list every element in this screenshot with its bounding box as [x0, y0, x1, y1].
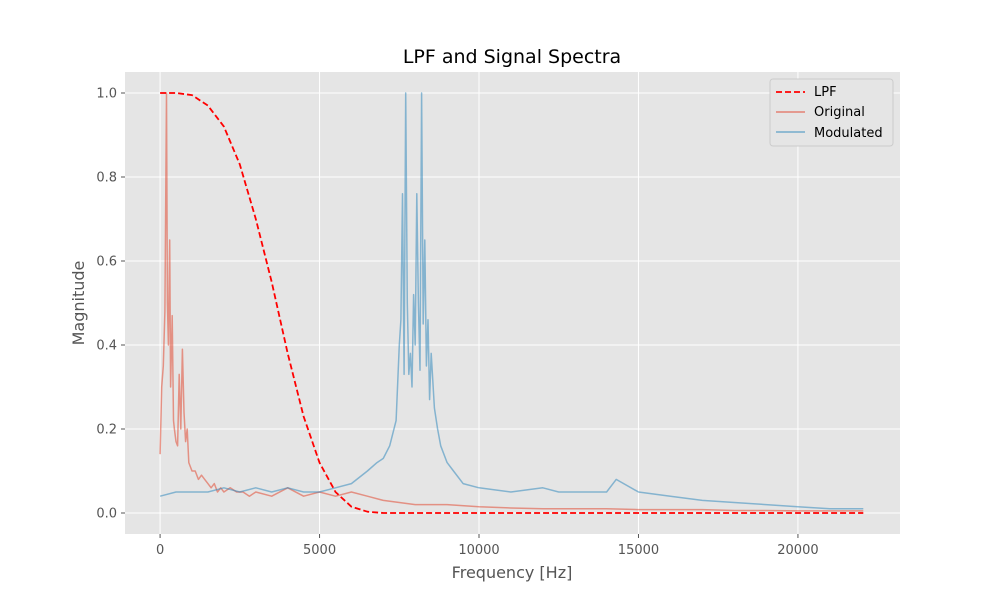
- y-tick-label: 0.8: [96, 171, 117, 186]
- plot-area: [125, 72, 900, 534]
- legend-label-lpf: LPF: [814, 85, 837, 100]
- x-tick-label: 15000: [618, 543, 659, 558]
- grid: [125, 72, 900, 534]
- x-tick-label: 20000: [777, 543, 818, 558]
- legend-box: [769, 78, 894, 147]
- legend-label-original: Original: [814, 105, 865, 120]
- series-modulated: [159, 92, 864, 510]
- y-tick-label: 0.4: [96, 339, 117, 354]
- y-axis-label: Magnitude: [69, 261, 88, 346]
- legend: LPF Original Modulated: [769, 78, 894, 147]
- series-original: [159, 92, 864, 512]
- y-tick-label: 0.6: [96, 255, 117, 270]
- x-tick-label: 0: [156, 543, 164, 558]
- y-tick-label: 0.2: [96, 423, 117, 438]
- chart-title: LPF and Signal Spectra: [403, 46, 621, 68]
- ticks: 0 5000 10000 15000 20000 0.0 0.2 0.4 0.6 0.8 1.0: [96, 87, 818, 559]
- x-tick-label: 10000: [458, 543, 499, 558]
- y-tick-label: 0.0: [96, 507, 117, 522]
- x-tick-label: 5000: [303, 543, 336, 558]
- y-tick-label: 1.0: [96, 87, 117, 102]
- series-layer: [159, 92, 864, 514]
- series-lpf: [160, 92, 864, 514]
- x-axis-label: Frequency [Hz]: [452, 563, 573, 582]
- legend-label-modulated: Modulated: [814, 126, 883, 141]
